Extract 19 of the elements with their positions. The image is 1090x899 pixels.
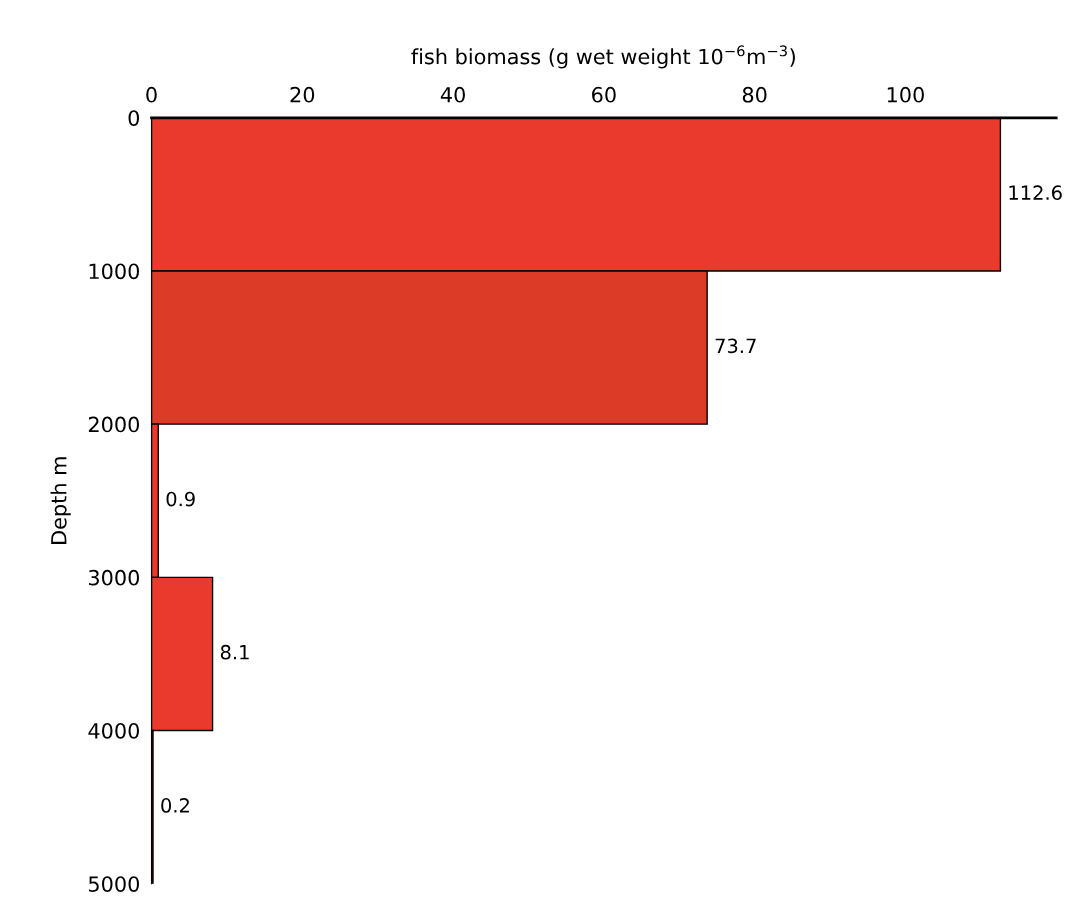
x-tick-label: 0 [146, 86, 157, 103]
x-tick-label: 40 [440, 86, 465, 103]
x-tick-label: 100 [887, 86, 924, 103]
y-tick-label: 1000 [89, 263, 140, 280]
data-label: 112.6 [1009, 185, 1062, 201]
data-label: 0.2 [161, 798, 189, 813]
x-tick-label: 20 [290, 86, 315, 103]
y-tick-label: 2000 [88, 416, 140, 433]
y-tick-label: 0 [128, 110, 140, 126]
x-axis-title: fish biomass (g wet weight 10$^{−6}$m$^{−3}$) [411, 45, 795, 69]
y-tick-label: 4000 [88, 722, 140, 739]
x-tick-label: 80 [742, 86, 767, 103]
data-label: 73.7 [715, 338, 756, 354]
y-tick-label: 5000 [88, 876, 140, 892]
y-axis-title: Depth m [50, 457, 71, 544]
data-label: 0.9 [166, 491, 195, 507]
x-tick-label: 60 [592, 86, 616, 103]
y-tick-label: 3000 [88, 569, 140, 586]
data-label: 8.1 [220, 644, 249, 660]
